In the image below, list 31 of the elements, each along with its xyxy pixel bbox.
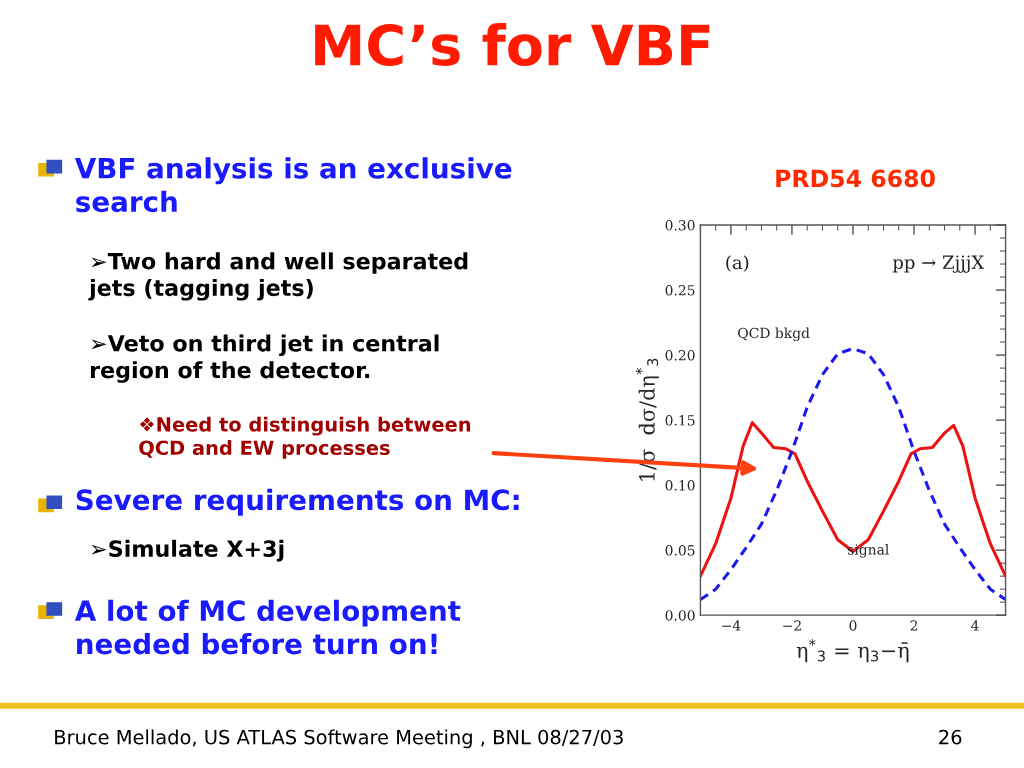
text: A lot of MC development needed before turn on!	[74, 599, 461, 655]
text: Severe requirements on MC:	[76, 488, 519, 516]
y-tick-label: 0.20	[665, 350, 695, 361]
text: ❖Need to distinguish between QCD and EW processes	[139, 416, 471, 459]
text: Bruce Mellado, US ATLAS Software Meeting , BNL 08/27/03	[55, 729, 623, 749]
text: 26	[939, 729, 962, 745]
x-tick-label: −2	[783, 620, 801, 631]
text: PRD54 6680	[776, 169, 935, 188]
y-tick-label: 0.30	[665, 219, 695, 231]
y-tick-label: 0.15	[665, 415, 695, 426]
text: ➢Two hard and well separated jets (tagging jets)	[88, 252, 468, 301]
y-tick-label: 0.10	[665, 480, 695, 491]
text: ➢Simulate X+3j	[91, 539, 284, 562]
y-tick-label: 0.00	[665, 610, 695, 621]
line-series	[700, 347, 1006, 602]
x-tick-label: 4	[971, 620, 979, 631]
y-tick-label: 0.25	[665, 285, 695, 296]
line-series	[700, 421, 1006, 578]
x-tick-label: 0	[849, 620, 857, 631]
chart-title: MC’s for VBF	[315, 23, 710, 67]
annotation: (a)	[726, 255, 749, 272]
series-label: signal	[847, 543, 889, 558]
x-tick-label: 2	[910, 620, 918, 631]
y-axis-title: 1/σ dσ/dη$^{*}$$_{3}$	[635, 358, 659, 481]
y-tick-label: 0.05	[665, 545, 695, 556]
annotation: pp → ZjjjX	[892, 255, 985, 273]
text: VBF analysis is an exclusive search	[74, 157, 512, 213]
text: ➢Veto on third jet in central region of the detector.	[90, 334, 439, 383]
x-tick-label: −4	[722, 620, 741, 631]
x-axis-title: η$^{*}$$_{3}$ = η$_{3}$−η̄	[796, 639, 909, 663]
text: QCD bkgd	[738, 327, 810, 342]
